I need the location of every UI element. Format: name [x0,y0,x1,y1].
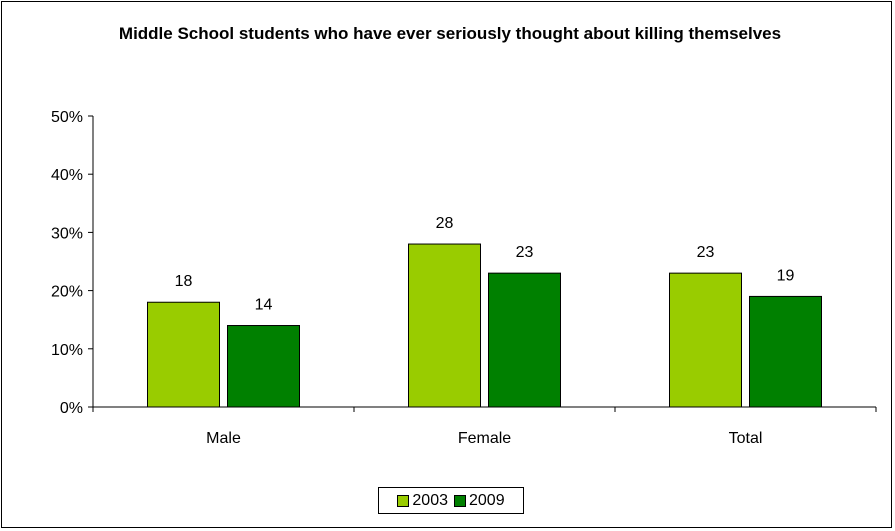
legend-swatch-2009 [454,494,466,507]
data-label: 19 [777,267,795,284]
chart-title: Middle School students who have ever ser… [118,24,782,43]
legend-swatch-2003 [397,494,410,507]
legend-label-2009: 2009 [469,491,505,509]
legend-item-2003: 2003 [397,492,448,510]
data-label: 14 [255,297,273,314]
bar-2009-female [488,272,561,408]
bar-2003-female [408,243,481,408]
y-tick-label: 20% [51,284,83,301]
data-label: 23 [516,244,534,261]
data-label: 23 [697,244,715,261]
y-tick-label: 0% [60,400,83,417]
y-tick-label: 30% [51,225,83,242]
legend-label-2003: 2003 [412,491,448,509]
data-labels: 18 14 28 23 23 19 [175,215,795,313]
x-category-label: Total [729,430,763,447]
data-label: 28 [436,215,454,232]
bar-2003-total [669,272,742,408]
y-axis-ticks: 0% 10% 20% 30% 40% 50% [51,109,93,417]
legend-item-2009: 2009 [454,492,505,510]
bar-2003-male [147,301,220,408]
bars [147,243,822,408]
x-category-label: Female [458,430,511,447]
y-tick-label: 50% [51,109,83,126]
legend: 2003 2009 [378,487,524,514]
y-tick-label: 40% [51,167,83,184]
x-axis-ticks: Male Female Total [92,407,877,447]
x-category-label: Male [206,430,241,447]
y-tick-label: 10% [51,342,83,359]
bar-2009-male [227,325,300,408]
bar-2009-total [749,295,822,408]
data-label: 18 [175,273,193,290]
